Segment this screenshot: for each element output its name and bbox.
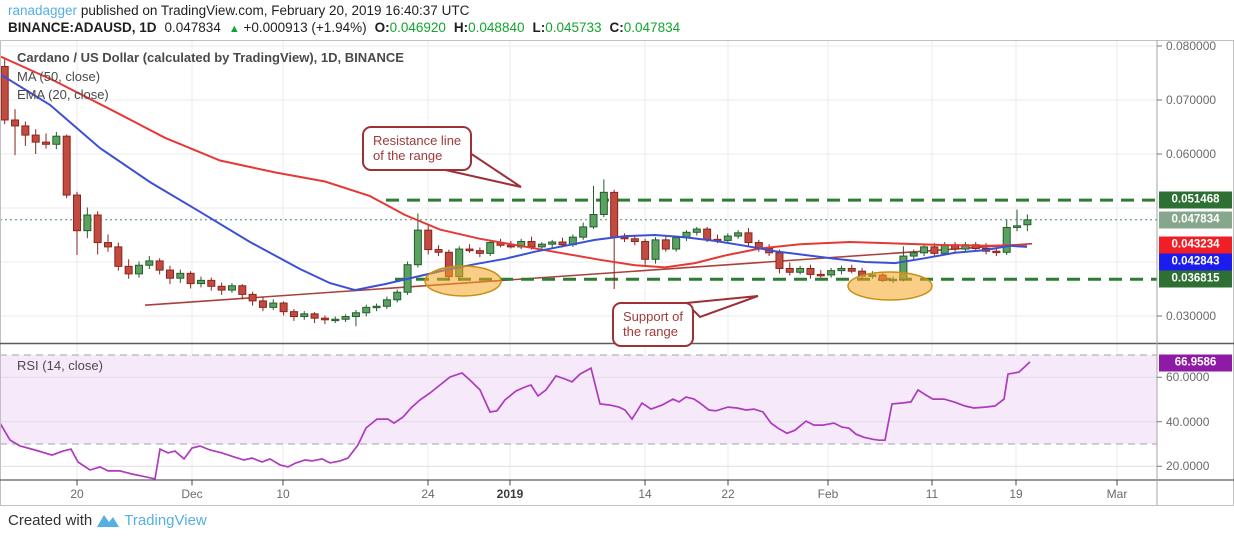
candle-body <box>134 264 143 275</box>
candle-body <box>93 214 102 244</box>
candle-body <box>341 316 350 320</box>
candle-body <box>734 232 743 237</box>
candle-body <box>548 241 557 245</box>
candle-body <box>1013 225 1022 228</box>
candle-body <box>351 312 360 318</box>
candle-body <box>506 244 515 248</box>
candle-body <box>816 273 825 277</box>
candle-body <box>703 228 712 240</box>
resistance-callout-tail <box>438 151 522 188</box>
candle-body <box>837 267 846 272</box>
highlight-ellipse <box>847 271 933 301</box>
rsi-band <box>0 355 1157 444</box>
candle-body <box>289 311 298 318</box>
candle-body <box>930 246 939 254</box>
candle-body <box>31 134 40 143</box>
candle-body <box>413 229 422 266</box>
candle-body <box>83 214 92 232</box>
candle-body <box>465 248 474 252</box>
candle-body <box>393 291 402 301</box>
candle-body <box>279 302 288 313</box>
candle-body <box>610 191 619 238</box>
candle-body <box>52 135 61 145</box>
candle-body <box>579 226 588 238</box>
candle-body <box>42 141 51 145</box>
candle-body <box>186 272 195 285</box>
candle-body <box>382 299 391 307</box>
ma50-line <box>0 55 1028 269</box>
candle-body <box>1023 219 1032 226</box>
candle-body <box>744 232 753 244</box>
candle-body <box>806 267 815 275</box>
support-trendline <box>144 242 1033 306</box>
candle-body <box>320 317 329 321</box>
ema20-line <box>0 73 1028 292</box>
candle-body <box>486 242 495 254</box>
candle-body <box>661 239 670 250</box>
support-callout-tail <box>683 295 759 319</box>
candle-body <box>537 243 546 248</box>
candle-body <box>300 313 309 318</box>
candle-body <box>827 270 836 276</box>
candle-body <box>310 313 319 319</box>
candle-body <box>331 318 340 322</box>
candle-body <box>527 240 536 248</box>
candle-body <box>424 229 433 251</box>
candle-body <box>227 285 236 291</box>
rsi-line <box>0 361 1031 480</box>
candle-body <box>0 66 9 121</box>
candle-body <box>909 252 918 257</box>
candle-body <box>558 241 567 246</box>
candle-body <box>723 235 732 241</box>
candle-body <box>362 306 371 314</box>
candle-body <box>145 260 154 266</box>
candle-body <box>165 269 174 279</box>
candle-body <box>475 250 484 254</box>
candle-body <box>372 305 381 309</box>
candle-body <box>589 213 598 228</box>
candle-body <box>21 125 30 136</box>
candle-body <box>651 239 660 260</box>
candle-body <box>73 194 82 232</box>
candle-body <box>920 246 929 254</box>
candle-body <box>269 302 278 308</box>
candle-body <box>124 265 133 275</box>
candle-body <box>1002 226 1011 253</box>
candle-body <box>692 228 701 233</box>
candle-body <box>114 246 123 267</box>
candle-body <box>207 279 216 287</box>
candle-body <box>672 237 681 250</box>
candle-body <box>599 191 608 215</box>
candle-body <box>630 238 639 242</box>
candle-body <box>196 279 205 285</box>
candle-body <box>238 285 247 295</box>
candle-body <box>847 267 856 272</box>
candle-body <box>62 135 71 196</box>
candle-body <box>258 300 267 308</box>
candle-body <box>992 250 1001 254</box>
candle-body <box>176 272 185 279</box>
candle-body <box>248 293 257 302</box>
candle-body <box>434 249 443 253</box>
candle-body <box>796 267 805 273</box>
candle-body <box>11 119 20 127</box>
highlight-ellipse <box>424 265 502 297</box>
candle-body <box>785 267 794 273</box>
candle-body <box>155 260 164 271</box>
candle-body <box>641 240 650 260</box>
candle-body <box>104 242 112 248</box>
candle-body <box>775 252 784 269</box>
candle-body <box>217 285 226 291</box>
